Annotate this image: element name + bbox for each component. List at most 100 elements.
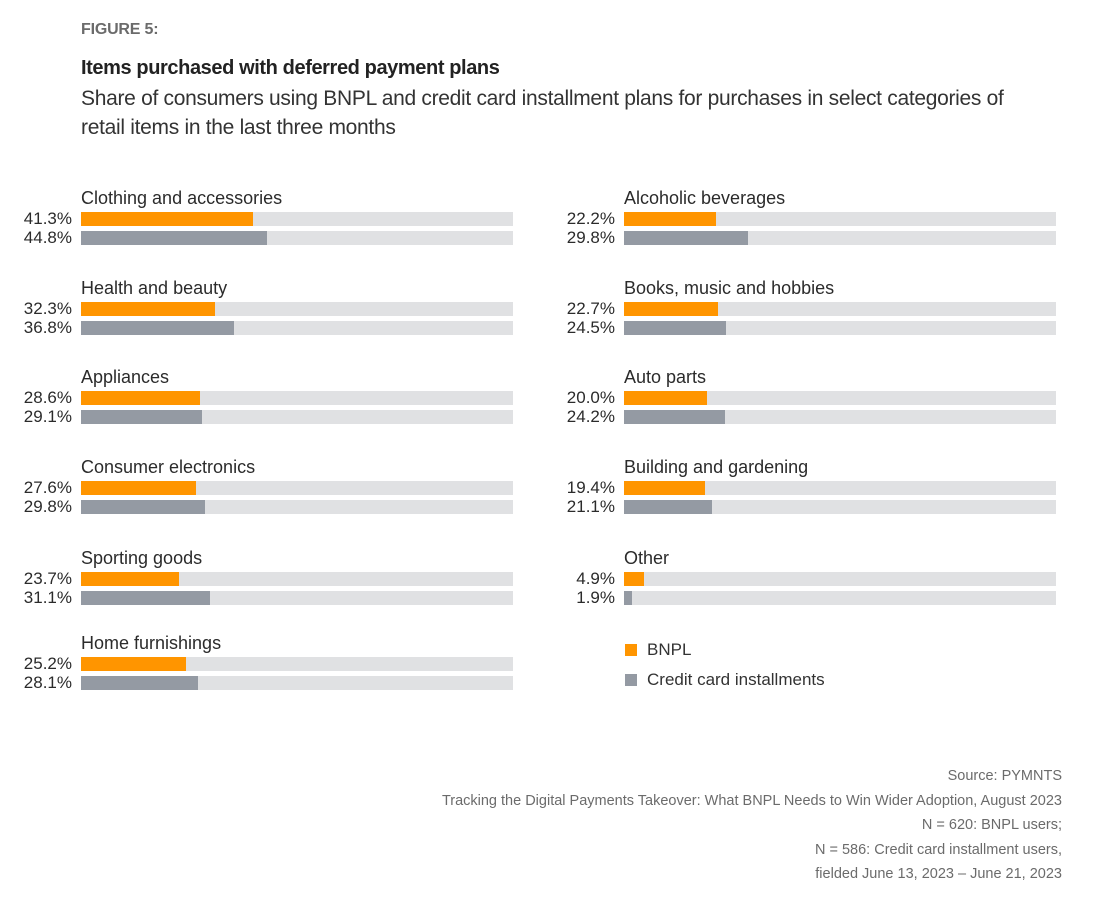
bnpl-bar bbox=[624, 481, 705, 495]
bar-track bbox=[624, 572, 1056, 586]
bnpl-bar bbox=[81, 212, 253, 226]
bar-track bbox=[624, 321, 1056, 335]
data-label: 28.6% bbox=[23, 388, 72, 407]
bar-group: Auto parts 20.0% 24.2% bbox=[567, 367, 1100, 437]
bar-track bbox=[81, 657, 513, 671]
credit-installments-bar bbox=[81, 321, 234, 335]
bar-track bbox=[624, 212, 1056, 226]
data-label: 25.2% bbox=[23, 654, 72, 673]
bar-group: Building and gardening 19.4% 21.1% bbox=[567, 457, 1100, 527]
category-label: Clothing and accessories bbox=[81, 188, 283, 208]
legend-label: BNPL bbox=[647, 640, 692, 659]
bar-track bbox=[81, 410, 513, 424]
bar-track bbox=[81, 500, 513, 514]
data-label: 27.6% bbox=[23, 478, 72, 497]
credit-installments-bar bbox=[624, 591, 632, 605]
bar-group: Other 4.9% 1.9% bbox=[576, 548, 1100, 618]
data-label: 19.4% bbox=[566, 478, 615, 497]
credit-installments-bar bbox=[624, 410, 725, 424]
data-label: 22.7% bbox=[566, 299, 615, 318]
credit-installments-bar bbox=[81, 500, 205, 514]
bnpl-bar-row: 23.7% bbox=[24, 569, 513, 588]
data-label: 29.1% bbox=[23, 407, 72, 426]
credit-installments-bar bbox=[81, 410, 202, 424]
data-label: 1.9% bbox=[576, 588, 615, 607]
bar-group: Clothing and accessories 41.3% 44.8% bbox=[24, 188, 561, 258]
credit-installments-bar bbox=[81, 231, 268, 245]
bar-group: Alcoholic beverages 22.2% 29.8% bbox=[567, 188, 1100, 258]
bar-track bbox=[624, 591, 1056, 605]
credit-bar-row: 1.9% bbox=[576, 588, 1056, 607]
bnpl-bar-row: 25.2% bbox=[24, 654, 513, 673]
data-label: 31.1% bbox=[23, 588, 72, 607]
bar-track bbox=[81, 231, 513, 245]
bnpl-bar bbox=[624, 391, 708, 405]
bnpl-bar-row: 22.2% bbox=[567, 209, 1056, 228]
source-line: Tracking the Digital Payments Takeover: … bbox=[441, 792, 1062, 809]
credit-installments-bar bbox=[624, 500, 712, 514]
bar-group: Books, music and hobbies 22.7% 24.5% bbox=[567, 278, 1100, 348]
credit-bar-row: 29.1% bbox=[24, 407, 513, 426]
category-label: Sporting goods bbox=[81, 548, 203, 568]
bnpl-bar-row: 22.7% bbox=[567, 299, 1056, 318]
category-label: Other bbox=[624, 548, 670, 568]
source-line: N = 586: Credit card installment users, bbox=[814, 841, 1062, 858]
data-label: 36.8% bbox=[23, 318, 72, 337]
bar-track bbox=[624, 231, 1056, 245]
bar-group: Home furnishings 25.2% 28.1% bbox=[24, 633, 561, 703]
bnpl-bar bbox=[624, 572, 645, 586]
figure-label: FIGURE 5: bbox=[81, 21, 159, 38]
bar-group: Appliances 28.6% 29.1% bbox=[24, 367, 561, 437]
category-label: Books, music and hobbies bbox=[624, 278, 835, 298]
credit-installments-bar bbox=[624, 231, 748, 245]
category-label: Alcoholic beverages bbox=[624, 188, 786, 208]
data-label: 24.5% bbox=[566, 318, 615, 337]
chart-subtitle: Share of consumers using BNPL and credit… bbox=[81, 87, 1004, 139]
category-label: Appliances bbox=[81, 367, 170, 387]
legend-label: Credit card installments bbox=[647, 670, 825, 689]
source-note: Source: PYMNTS Tracking the Digital Paym… bbox=[442, 764, 1062, 887]
bnpl-bar bbox=[81, 481, 196, 495]
bnpl-bar bbox=[81, 302, 216, 316]
data-label: 4.9% bbox=[576, 569, 615, 588]
bar-track bbox=[624, 500, 1056, 514]
data-label: 24.2% bbox=[566, 407, 615, 426]
bar-track bbox=[81, 676, 513, 690]
bar-track bbox=[624, 481, 1056, 495]
bnpl-bar-row: 27.6% bbox=[24, 478, 513, 497]
bar-track bbox=[81, 572, 513, 586]
bnpl-bar-row: 19.4% bbox=[567, 478, 1056, 497]
credit-bar-row: 31.1% bbox=[24, 588, 513, 607]
data-label: 22.2% bbox=[566, 209, 615, 228]
credit-bar-row: 24.5% bbox=[567, 318, 1056, 337]
credit-installments-bar bbox=[81, 676, 198, 690]
bnpl-bar-row: 28.6% bbox=[24, 388, 513, 407]
bar-group: Sporting goods 23.7% 31.1% bbox=[24, 548, 561, 618]
bar-track bbox=[81, 302, 513, 316]
category-label: Consumer electronics bbox=[81, 457, 256, 477]
bnpl-bar bbox=[81, 657, 186, 671]
bnpl-bar bbox=[624, 212, 717, 226]
bar-track bbox=[81, 481, 513, 495]
source-line: Source: PYMNTS bbox=[947, 768, 1062, 784]
bar-track bbox=[81, 591, 513, 605]
credit-bar-row: 28.1% bbox=[24, 673, 513, 692]
bnpl-bar bbox=[81, 572, 180, 586]
credit-bar-row: 36.8% bbox=[24, 318, 513, 337]
credit-bar-row: 21.1% bbox=[567, 497, 1056, 516]
source-line: fielded June 13, 2023 – June 21, 2023 bbox=[815, 866, 1062, 882]
bar-track bbox=[81, 321, 513, 335]
data-label: 29.8% bbox=[566, 228, 615, 247]
category-label: Auto parts bbox=[624, 367, 707, 387]
legend-swatch-credit bbox=[625, 674, 637, 686]
data-label: 20.0% bbox=[566, 388, 615, 407]
data-label: 21.1% bbox=[566, 497, 615, 516]
bnpl-bar bbox=[624, 302, 719, 316]
bar-track bbox=[624, 302, 1056, 316]
data-label: 32.3% bbox=[23, 299, 72, 318]
credit-bar-row: 29.8% bbox=[24, 497, 513, 516]
bar-track bbox=[81, 212, 513, 226]
credit-bar-row: 24.2% bbox=[567, 407, 1056, 426]
bnpl-bar-row: 20.0% bbox=[567, 388, 1056, 407]
bnpl-bar-row: 32.3% bbox=[24, 299, 513, 318]
